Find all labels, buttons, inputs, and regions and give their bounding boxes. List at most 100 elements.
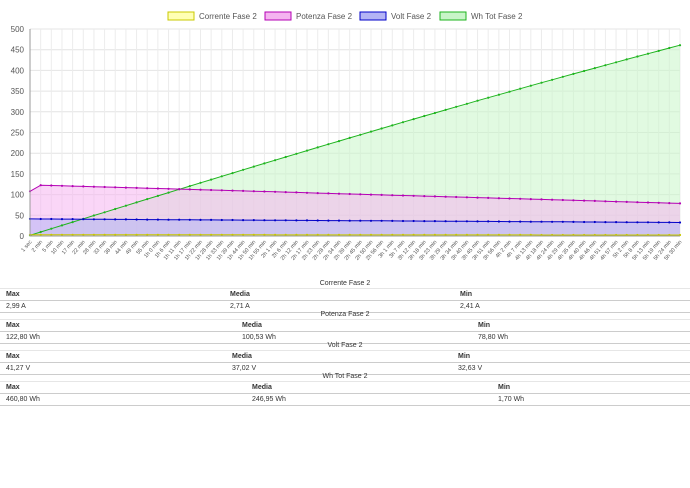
min-value: 2,41 A	[460, 303, 480, 310]
data-point	[220, 189, 223, 192]
data-point	[380, 233, 383, 236]
data-point	[678, 221, 682, 224]
data-point	[646, 52, 650, 55]
data-point	[668, 221, 671, 224]
min-value: 1,70 Wh	[498, 396, 525, 403]
data-point	[284, 219, 287, 222]
data-point	[71, 233, 74, 236]
y-tick-label: 150	[11, 170, 25, 179]
y-tick-label: 300	[11, 108, 25, 117]
data-point	[636, 201, 639, 204]
y-tick-label: 100	[11, 191, 25, 200]
data-point	[391, 219, 394, 222]
legend-swatch	[264, 11, 292, 21]
data-point	[412, 219, 415, 223]
data-point	[274, 219, 277, 222]
stats-potenza: Potenza Fase 2 Max Media Min 122,80 Wh 1…	[0, 311, 690, 344]
data-point	[412, 118, 415, 121]
data-point	[124, 218, 127, 221]
data-point	[433, 195, 436, 198]
data-point	[391, 124, 394, 127]
series-area	[30, 218, 680, 236]
data-point	[305, 233, 309, 236]
data-point	[465, 220, 468, 223]
data-point	[455, 220, 458, 223]
data-point	[444, 220, 447, 223]
data-point	[646, 221, 650, 224]
data-point	[678, 202, 682, 205]
data-point	[583, 69, 586, 73]
data-point	[508, 90, 511, 93]
min-label: Min	[478, 322, 491, 329]
data-point	[167, 218, 170, 221]
data-point	[519, 87, 522, 90]
data-point	[519, 233, 522, 236]
data-point	[199, 188, 202, 191]
data-point	[391, 233, 394, 236]
data-point	[39, 233, 42, 236]
data-point	[178, 233, 181, 236]
data-point	[337, 233, 341, 236]
data-point	[146, 187, 149, 190]
data-point	[284, 233, 287, 236]
data-point	[540, 220, 543, 223]
data-point	[604, 64, 607, 67]
data-point	[188, 188, 191, 191]
stats-title: Potenza Fase 2	[320, 311, 370, 318]
data-point	[252, 190, 255, 193]
max-value: 460,80 Wh	[6, 396, 40, 403]
data-point	[359, 193, 362, 196]
data-point	[295, 233, 298, 236]
data-point	[678, 44, 682, 47]
data-point	[263, 233, 266, 236]
max-value: 122,80 Wh	[6, 334, 40, 341]
data-point	[401, 219, 405, 223]
series-area	[30, 45, 680, 237]
data-point	[242, 189, 245, 192]
data-point	[476, 99, 479, 102]
data-point	[348, 219, 351, 222]
stats-title: Corrente Fase 2	[319, 280, 371, 287]
data-point	[210, 218, 213, 221]
max-label: Max	[6, 353, 20, 360]
y-tick-label: 450	[11, 46, 25, 55]
data-point	[71, 185, 74, 188]
data-point	[305, 191, 309, 194]
data-point	[572, 220, 575, 223]
data-point	[231, 233, 234, 236]
data-point	[615, 200, 618, 203]
data-point	[156, 187, 159, 190]
data-point	[71, 218, 74, 221]
data-point	[188, 218, 191, 221]
data-point	[348, 136, 351, 139]
data-point	[359, 133, 362, 136]
data-point	[178, 218, 181, 221]
data-point	[465, 102, 468, 105]
stats-wh-tot: Wh Tot Fase 2 Max Media Min 460,80 Wh 24…	[0, 373, 690, 406]
data-point	[252, 165, 255, 168]
data-point	[380, 219, 383, 222]
data-point	[274, 159, 277, 162]
data-point	[167, 233, 170, 236]
data-point	[50, 227, 53, 230]
series-line	[29, 184, 681, 204]
media-label: Media	[242, 322, 262, 329]
data-point	[220, 233, 223, 236]
data-point	[657, 221, 660, 224]
data-point	[242, 168, 245, 171]
data-point	[327, 192, 330, 195]
data-point	[529, 220, 532, 223]
data-point	[92, 233, 95, 236]
data-point	[423, 114, 426, 118]
legend-label: Potenza Fase 2	[296, 12, 353, 21]
data-point	[252, 219, 255, 222]
min-label: Min	[458, 353, 471, 360]
stats-header-row: Max Media Min	[0, 288, 690, 301]
data-point	[50, 184, 53, 187]
data-point	[529, 198, 532, 201]
data-point	[60, 233, 64, 236]
stats-header-row: Max Media Min	[0, 381, 690, 394]
data-point	[92, 214, 95, 217]
data-point	[327, 219, 330, 222]
data-point	[231, 189, 234, 192]
